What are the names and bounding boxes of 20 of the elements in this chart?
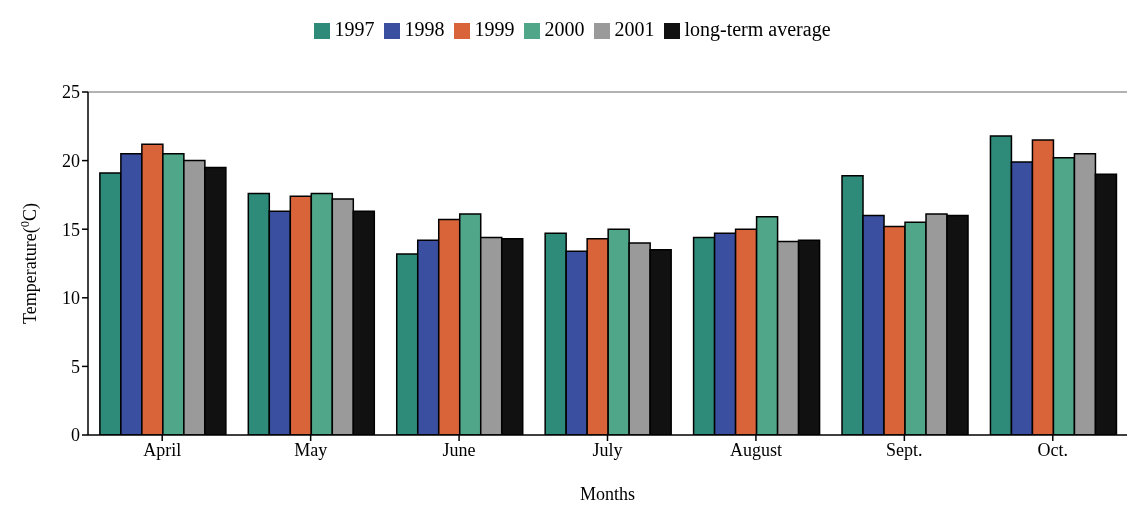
y-tick-label: 20 bbox=[62, 150, 80, 171]
legend-label: 1997 bbox=[334, 18, 375, 40]
legend-label: 2001 bbox=[614, 18, 655, 40]
legend-label: 2000 bbox=[544, 18, 585, 40]
y-tick-label: 10 bbox=[62, 288, 80, 309]
x-tick-label: May bbox=[294, 439, 328, 460]
x-tick-label: June bbox=[442, 439, 476, 460]
x-tick-label: August bbox=[729, 439, 782, 460]
legend-label: 1999 bbox=[474, 18, 515, 40]
y-tick-label: 25 bbox=[62, 82, 80, 103]
y-tick-label: 0 bbox=[71, 425, 80, 446]
x-tick-label: July bbox=[592, 439, 623, 460]
y-tick-label: 15 bbox=[62, 219, 80, 240]
x-tick-label: April bbox=[143, 439, 182, 460]
legend-label: 1998 bbox=[404, 18, 445, 40]
x-axis-title: Months bbox=[579, 484, 636, 504]
x-tick-label: Sept. bbox=[886, 439, 923, 460]
x-tick-label: Oct. bbox=[1037, 439, 1069, 460]
legend-label: long-term average bbox=[684, 18, 831, 40]
y-tick-label: 5 bbox=[71, 356, 80, 377]
